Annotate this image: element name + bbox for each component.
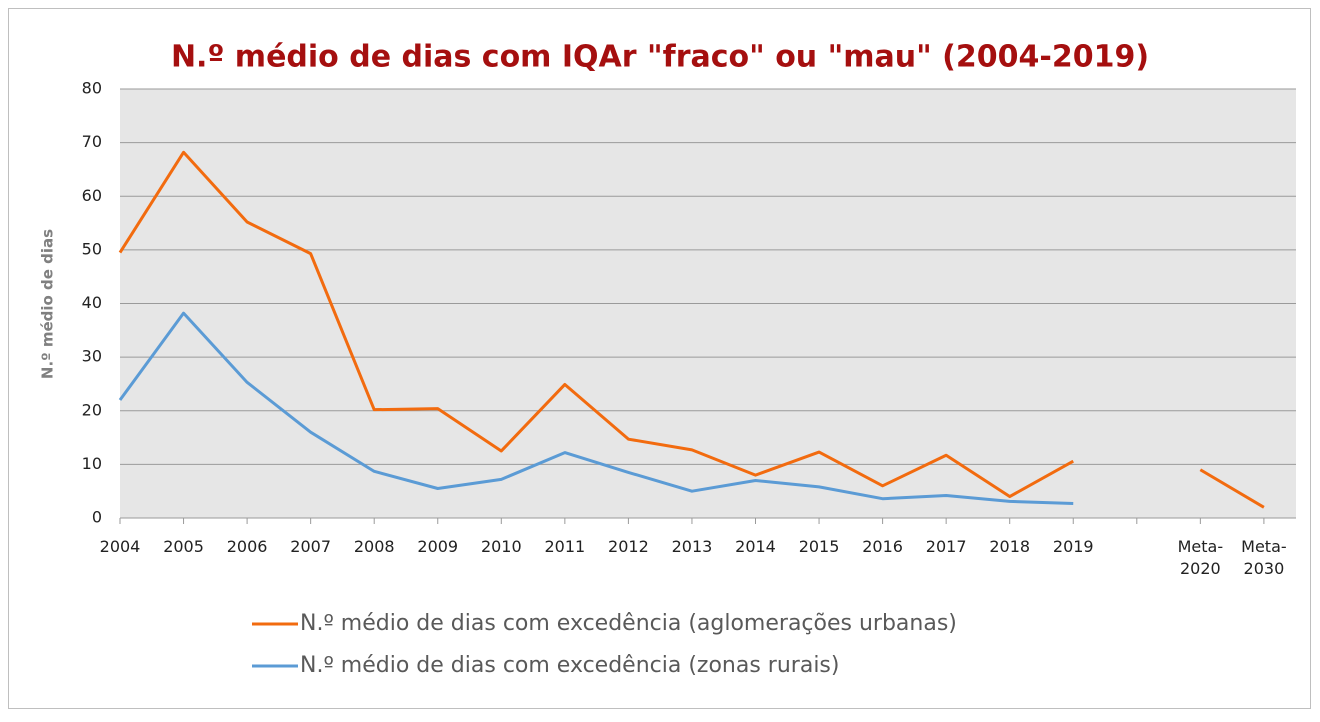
legend-label: N.º médio de dias com excedência (aglome… xyxy=(300,611,957,636)
y-tick-label: 10 xyxy=(82,454,102,473)
x-tick-label-box: 2007 xyxy=(290,537,331,556)
x-tick-label: Meta-2020 xyxy=(1177,537,1224,578)
y-tick-label: 20 xyxy=(82,400,102,419)
y-tick-label: 50 xyxy=(82,239,102,258)
x-tick-label: 2012 xyxy=(608,537,649,556)
y-tick-label: 0 xyxy=(92,508,102,527)
x-tick-label: 2007 xyxy=(290,537,331,556)
x-tick-label-box: Meta-2020 xyxy=(1177,537,1224,578)
y-tick-label: 80 xyxy=(82,79,102,98)
x-tick-label: 2005 xyxy=(163,537,204,556)
x-tick-label-box: 2014 xyxy=(735,537,776,556)
y-tick-label: 70 xyxy=(82,132,102,151)
x-tick-label-box: 2005 xyxy=(163,537,204,556)
x-tick-label: 2018 xyxy=(989,537,1031,556)
x-tick-label-box: 2008 xyxy=(353,537,395,556)
x-tick-label-box: 2013 xyxy=(671,537,713,556)
x-tick-label-box: Meta-2030 xyxy=(1241,537,1287,578)
x-tick-label-box: 2009 xyxy=(417,537,459,556)
chart-title: N.º médio de dias com IQAr "fraco" ou "m… xyxy=(171,40,1149,75)
x-tick-label: 2006 xyxy=(226,537,268,556)
x-tick-label-box: 2011 xyxy=(544,537,586,556)
x-tick-label: 2008 xyxy=(353,537,395,556)
y-tick-label: 30 xyxy=(82,347,102,366)
x-tick-label: 2004 xyxy=(99,537,141,556)
x-tick-label-box: 2018 xyxy=(989,537,1031,556)
x-tick-label: 2013 xyxy=(671,537,713,556)
x-tick-label: 2015 xyxy=(798,537,840,556)
x-tick-label: Meta-2030 xyxy=(1241,537,1287,578)
x-tick-label: 2011 xyxy=(544,537,586,556)
x-tick-label-box: 2019 xyxy=(1052,537,1094,556)
x-tick-label: 2014 xyxy=(735,537,776,556)
y-axis-label: N.º médio de dias xyxy=(39,229,57,379)
x-tick-label: 2010 xyxy=(480,537,522,556)
x-tick-label: 2019 xyxy=(1052,537,1094,556)
x-tick-label-box: 2017 xyxy=(925,537,967,556)
x-tick-label: 2017 xyxy=(925,537,967,556)
x-tick-label: 2009 xyxy=(417,537,459,556)
y-tick-label: 40 xyxy=(82,293,102,312)
x-tick-label-box: 2006 xyxy=(226,537,268,556)
x-tick-label-box: 2015 xyxy=(798,537,840,556)
legend-label: N.º médio de dias com excedência (zonas … xyxy=(300,653,839,678)
series-line xyxy=(118,311,1074,506)
y-tick-label: 60 xyxy=(82,186,102,205)
x-tick-label-box: 2012 xyxy=(608,537,649,556)
series-line xyxy=(118,150,1265,509)
x-tick-label: 2016 xyxy=(862,537,903,556)
x-tick-label-box: 2010 xyxy=(480,537,522,556)
x-tick-label-box: 2016 xyxy=(862,537,903,556)
x-tick-label-box: 2004 xyxy=(99,537,141,556)
